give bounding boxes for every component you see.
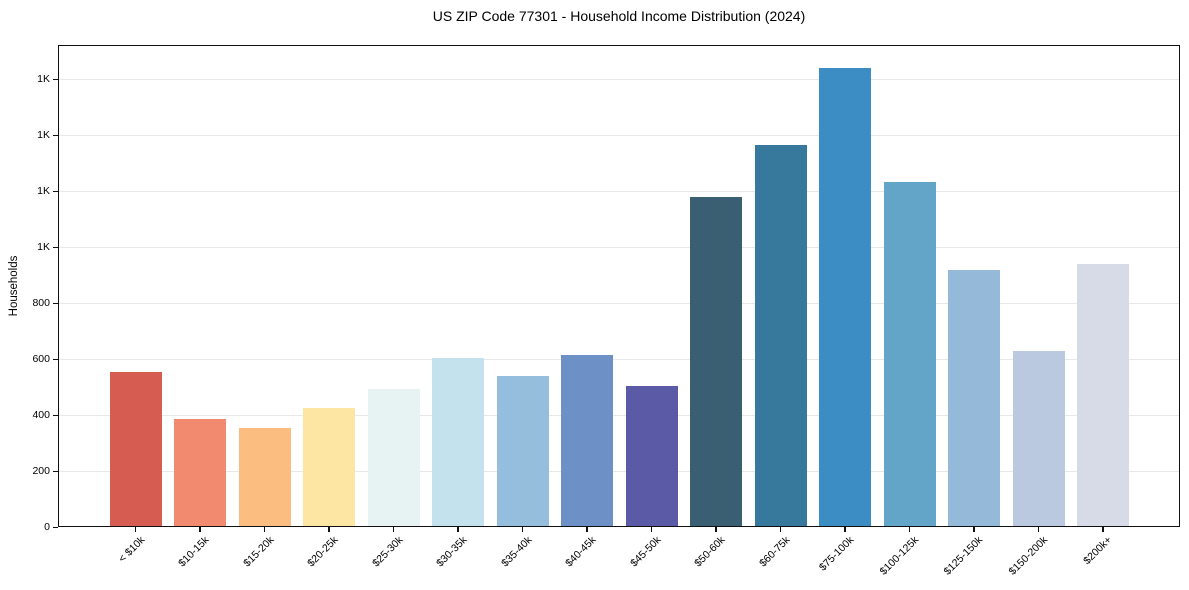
bar xyxy=(238,427,291,527)
x-tick-mark xyxy=(328,527,330,532)
bar xyxy=(754,145,807,527)
bar xyxy=(496,375,549,527)
x-tick-label: $40-45k xyxy=(563,534,599,570)
bar xyxy=(625,385,678,527)
y-tick-mark xyxy=(53,78,58,81)
x-tick-mark xyxy=(392,527,395,532)
x-tick-label: $25-30k xyxy=(369,534,405,570)
x-tick-label: $200k+ xyxy=(1081,534,1115,568)
x-tick-label: $35-40k xyxy=(498,534,534,570)
gridline xyxy=(58,359,1180,361)
x-tick-mark xyxy=(1037,527,1040,532)
x-tick-mark xyxy=(973,527,975,532)
chart-title: US ZIP Code 77301 - Household Income Dis… xyxy=(432,8,806,24)
bar xyxy=(1012,350,1065,527)
bar xyxy=(109,371,162,527)
y-tick-label: 1K xyxy=(37,128,50,141)
y-tick-label: 1K xyxy=(37,240,50,253)
x-tick-label: $150-200k xyxy=(1006,534,1050,578)
x-tick-mark xyxy=(844,527,846,532)
bar xyxy=(303,408,355,527)
bar xyxy=(690,196,742,527)
x-tick-label: $50-60k xyxy=(692,534,728,570)
x-tick-mark xyxy=(586,527,588,532)
y-tick-mark xyxy=(53,526,58,528)
x-tick-mark xyxy=(521,527,524,532)
gridline xyxy=(58,135,1180,137)
bar xyxy=(883,181,936,527)
x-tick-mark xyxy=(715,527,717,532)
y-tick-label: 1K xyxy=(37,184,50,197)
y-tick-label: 0 xyxy=(44,520,50,533)
y-tick-mark xyxy=(53,470,58,472)
plot-area xyxy=(58,45,1180,527)
x-tick-mark xyxy=(134,527,137,532)
x-tick-mark xyxy=(1102,527,1104,532)
bar xyxy=(367,388,420,527)
bar xyxy=(174,419,226,527)
gridline xyxy=(58,247,1180,249)
x-tick-mark xyxy=(457,527,459,532)
y-tick-label: 400 xyxy=(32,408,50,421)
y-tick-mark xyxy=(53,302,58,304)
x-tick-mark xyxy=(908,527,911,532)
x-tick-label: < $10k xyxy=(115,534,147,565)
y-tick-label: 1K xyxy=(37,72,50,85)
y-tick-mark xyxy=(53,358,58,360)
bar xyxy=(948,269,1000,527)
x-tick-label: $20-25k xyxy=(305,534,341,570)
x-tick-mark xyxy=(779,527,782,532)
x-tick-mark xyxy=(650,527,653,532)
bar xyxy=(1077,264,1129,527)
bar xyxy=(561,354,613,527)
gridline xyxy=(58,79,1180,81)
bar xyxy=(819,68,871,527)
y-tick-label: 600 xyxy=(32,352,50,365)
x-tick-label: $45-50k xyxy=(627,534,663,570)
x-tick-mark xyxy=(263,527,266,532)
x-tick-label: $125-150k xyxy=(941,534,986,578)
y-tick-mark xyxy=(53,414,58,416)
x-tick-label: $75-100k xyxy=(817,534,857,574)
x-tick-label: $10-15k xyxy=(176,534,212,570)
gridline xyxy=(58,303,1180,305)
gridline xyxy=(58,191,1180,193)
y-tick-mark xyxy=(53,190,58,192)
y-tick-mark xyxy=(53,134,58,137)
y-tick-mark xyxy=(53,246,58,248)
x-tick-label: $60-75k xyxy=(756,534,792,570)
x-tick-label: $100-125k xyxy=(877,534,921,578)
x-tick-label: $15-20k xyxy=(240,534,276,570)
bar xyxy=(432,357,484,527)
y-tick-label: 800 xyxy=(32,296,50,309)
y-tick-label: 200 xyxy=(32,464,50,477)
gridline xyxy=(58,415,1180,417)
gridline xyxy=(58,471,1180,473)
x-tick-label: $30-35k xyxy=(434,534,470,570)
x-tick-mark xyxy=(199,527,201,532)
